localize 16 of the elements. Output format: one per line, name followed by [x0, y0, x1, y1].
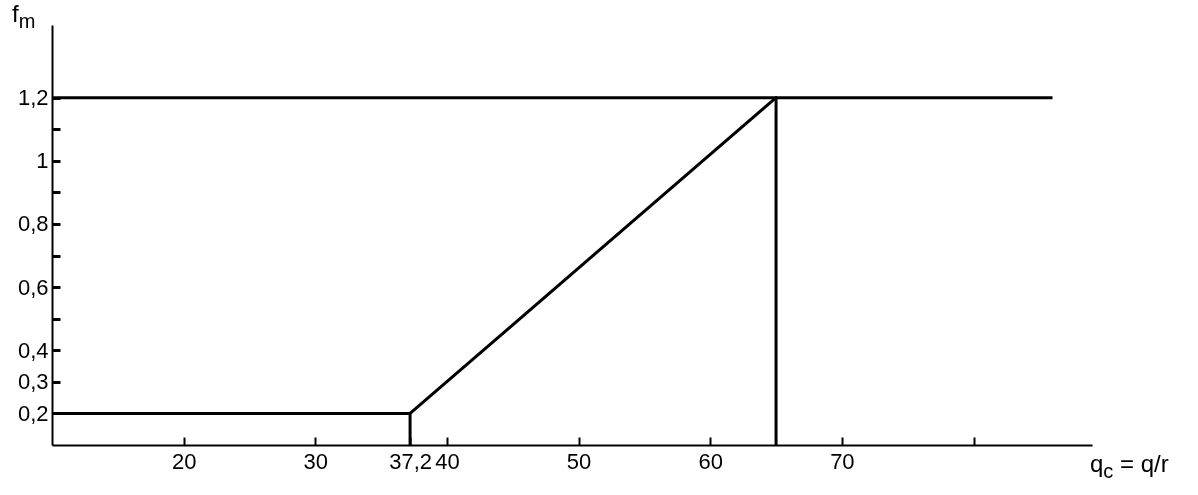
y-tick-label: 0,6 — [17, 274, 49, 300]
y-tick-label: 1,2 — [17, 85, 49, 111]
x-tick-label: 50 — [566, 448, 592, 474]
y-tick-label: 0,2 — [17, 400, 49, 426]
x-tick-label: 60 — [698, 448, 723, 474]
x-tick-label: 20 — [171, 448, 197, 474]
x-tick-label: 40 — [435, 448, 460, 474]
y-tick-label: 0,3 — [17, 369, 49, 395]
y-tick-label: 0,4 — [17, 337, 49, 363]
x-tick-label: 30 — [303, 448, 329, 474]
x-tick-label: 70 — [830, 448, 855, 474]
x-axis-title: q$_{c}$ = q/r — [1090, 450, 1169, 483]
y-tick-label: 1 — [36, 148, 49, 174]
y-axis-title: f$_{m}$ — [12, 0, 36, 33]
x-tick-label: 37,2 — [389, 448, 432, 474]
y-tick-label: 0,8 — [17, 211, 49, 237]
